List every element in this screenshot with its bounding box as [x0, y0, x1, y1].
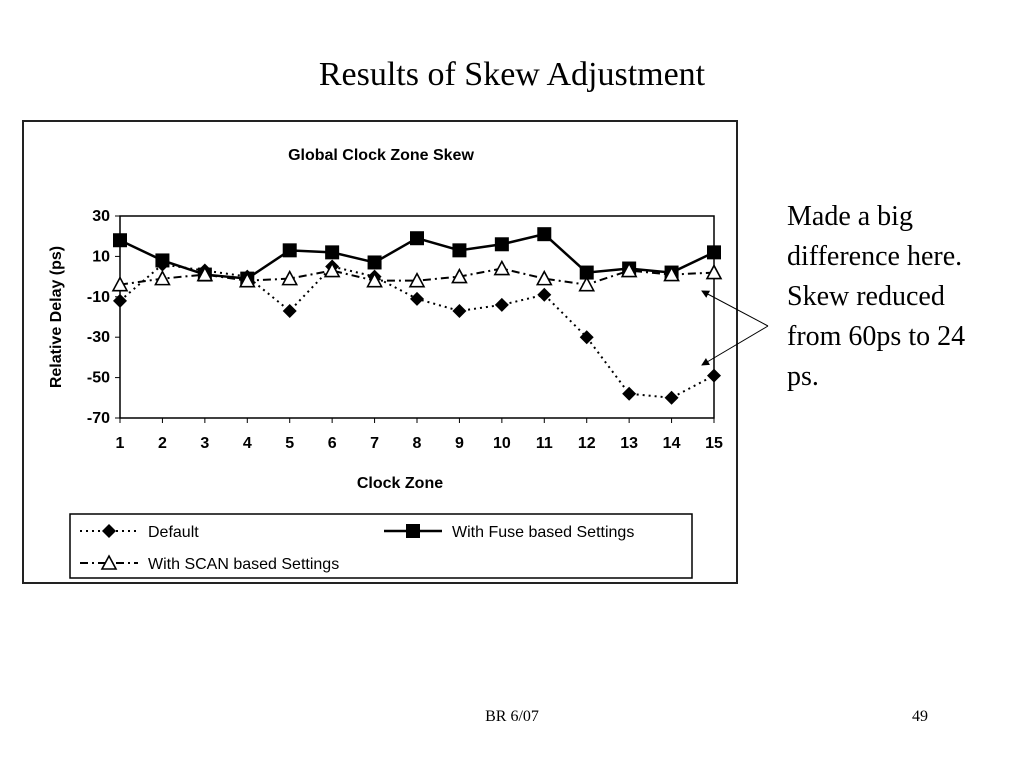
- data-point: [494, 237, 509, 252]
- data-point: [707, 245, 721, 260]
- x-tick-label: 7: [370, 435, 379, 452]
- plot-area: [119, 215, 715, 419]
- annotation-text: Made a big difference here. Skew reduced…: [787, 201, 966, 392]
- data-point: [367, 255, 382, 270]
- legend-label: With Fuse based Settings: [452, 524, 634, 541]
- data-point: [493, 259, 511, 276]
- data-point: [155, 253, 170, 268]
- chart-frame: Global Clock Zone Skew Relative Delay (p…: [22, 120, 738, 584]
- x-axis-label: Clock Zone: [357, 475, 443, 492]
- y-tick-label: -30: [87, 329, 110, 346]
- data-point: [281, 269, 299, 286]
- x-tick-label: 2: [158, 435, 167, 452]
- legend-item: Default: [80, 524, 199, 541]
- legend-item: With Fuse based Settings: [384, 524, 634, 541]
- plot-border: [119, 215, 715, 419]
- data-point: [282, 303, 297, 318]
- x-tick-label: 15: [705, 435, 723, 452]
- y-tick-label: 10: [92, 248, 110, 265]
- data-point: [111, 275, 129, 292]
- data-point: [410, 291, 424, 306]
- slide-title: Results of Skew Adjustment: [318, 56, 706, 93]
- x-tick-label: 13: [620, 435, 638, 452]
- data-point: [154, 269, 171, 286]
- series-layer: [111, 227, 723, 405]
- legend-marker: [102, 524, 116, 538]
- data-point: [579, 330, 594, 345]
- data-point: [494, 297, 509, 312]
- data-point: [452, 303, 467, 318]
- data-point: [705, 263, 723, 280]
- x-tick-label: 14: [663, 435, 681, 452]
- x-tick-label: 4: [243, 435, 252, 452]
- x-tick-label: 8: [413, 435, 422, 452]
- x-tick-label: 3: [200, 435, 209, 452]
- data-point: [535, 269, 553, 286]
- legend: Default With Fuse based Settings With SCAN…: [69, 513, 693, 579]
- data-point: [664, 390, 679, 405]
- chart-title: Global Clock Zone Skew: [288, 147, 474, 164]
- data-point: [408, 271, 426, 288]
- data-point: [282, 243, 297, 258]
- data-point: [238, 271, 256, 288]
- data-point: [410, 231, 424, 246]
- page-number: 49: [912, 708, 928, 725]
- data-point: [113, 233, 127, 248]
- data-point: [663, 265, 680, 282]
- x-tick-label: 6: [328, 435, 337, 452]
- data-point: [323, 261, 341, 278]
- data-point: [452, 243, 467, 258]
- y-axis-label: Relative Delay (ps): [48, 246, 65, 388]
- y-tick-label: -70: [87, 410, 110, 427]
- data-point: [707, 368, 721, 383]
- data-point: [113, 293, 127, 308]
- legend-label: Default: [148, 524, 199, 541]
- legend-item: With SCAN based Settings: [80, 554, 339, 573]
- data-point: [579, 265, 594, 280]
- x-tick-label: 1: [116, 435, 125, 452]
- data-point: [366, 271, 383, 288]
- data-point: [196, 265, 214, 282]
- data-point: [620, 261, 638, 278]
- legend-box: [69, 513, 693, 579]
- data-point: [537, 227, 552, 242]
- y-tick-label: 30: [92, 208, 110, 225]
- x-tick-label: 12: [578, 435, 596, 452]
- legend-marker: [100, 554, 118, 570]
- y-tick-label: -50: [87, 370, 110, 387]
- data-point: [622, 386, 637, 401]
- x-tick-label: 11: [536, 435, 553, 452]
- legend-label: With SCAN based Settings: [148, 556, 339, 573]
- x-tick-label: 5: [285, 435, 294, 452]
- data-point: [578, 275, 596, 292]
- x-tick-label: 10: [493, 435, 511, 452]
- data-point: [325, 245, 340, 260]
- x-tick-label: 9: [455, 435, 464, 452]
- line-chart: Global Clock Zone Skew Relative Delay (p…: [48, 147, 723, 579]
- data-point: [451, 267, 468, 284]
- data-point: [537, 287, 552, 302]
- footer-label: BR 6/07: [485, 708, 539, 725]
- series-2: [111, 259, 723, 292]
- y-tick-label: -10: [87, 289, 110, 306]
- legend-marker: [406, 524, 420, 538]
